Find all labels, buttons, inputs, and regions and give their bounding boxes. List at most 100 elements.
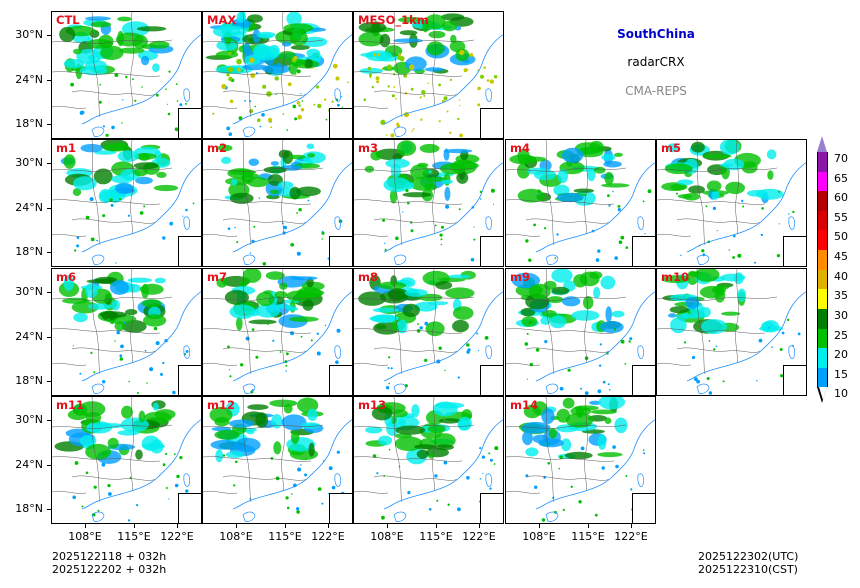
lat-label: 30°N (15, 285, 43, 298)
map-panel-m14: m14 (505, 396, 656, 524)
colorbar-segment (817, 289, 828, 309)
colorbar-label: 40 (834, 269, 848, 283)
south-china-sea-inset (329, 236, 352, 266)
init-line-2: 2025122202 + 032h (52, 563, 167, 576)
lat-tick (47, 35, 51, 36)
map-canvas (52, 397, 201, 522)
colorbar-label: 25 (834, 328, 848, 342)
map-panel-m11: m11 (51, 396, 202, 524)
map-canvas (354, 269, 503, 394)
colorbar-label: 30 (834, 308, 848, 322)
lon-label: 122°E (614, 530, 648, 543)
colorbar-label: 45 (834, 250, 848, 264)
map-panel-m2: m2 (202, 139, 353, 267)
colorbar-extend-top (817, 136, 827, 152)
lon-tick (285, 524, 286, 528)
map-canvas (506, 269, 655, 395)
valid-time-utc: 2025122302(UTC) (698, 550, 799, 563)
lat-label: 18°N (15, 245, 43, 258)
map-canvas (203, 397, 352, 522)
lon-tick (436, 524, 437, 528)
south-china-sea-inset (783, 365, 806, 395)
south-china-sea-inset (480, 108, 503, 138)
map-canvas (52, 269, 201, 395)
map-panel-m5: m5 (656, 139, 807, 267)
colorbar-segment (817, 269, 828, 290)
colorbar-segment (817, 308, 828, 329)
south-china-sea-inset (178, 365, 201, 395)
lat-label: 24°N (15, 73, 43, 86)
south-china-sea-inset (632, 365, 655, 395)
lat-tick (47, 292, 51, 293)
map-panel-m4: m4 (505, 139, 656, 267)
lat-tick (47, 80, 51, 81)
colorbar-segment (817, 171, 828, 192)
colorbar-label: 65 (834, 171, 848, 185)
south-china-sea-inset (178, 236, 201, 266)
panel-label: m12 (207, 398, 235, 412)
lat-label: 18°N (15, 117, 43, 130)
lon-label: 115°E (117, 530, 151, 543)
lat-tick (47, 252, 51, 253)
colorbar-segment (817, 250, 828, 270)
map-canvas (52, 140, 201, 265)
lon-tick (588, 524, 589, 528)
lon-label: 115°E (419, 530, 453, 543)
lon-tick (479, 524, 480, 528)
map-canvas (657, 140, 806, 265)
map-canvas (203, 12, 352, 137)
init-line-1: 2025122118 + 032h (52, 550, 167, 563)
lon-label: 115°E (268, 530, 302, 543)
lon-tick (85, 524, 86, 528)
south-china-sea-inset (632, 493, 655, 523)
south-china-sea-inset (178, 108, 201, 138)
lat-label: 30°N (15, 28, 43, 41)
colorbar-segment (817, 191, 828, 211)
map-panel-max: MAX (202, 11, 353, 139)
lon-tick (177, 524, 178, 528)
panel-label: m3 (358, 141, 378, 155)
map-panel-m9: m9 (505, 268, 656, 396)
colorbar-segment (817, 328, 828, 349)
valid-time-info: 2025122302(UTC) 2025122310(CST) (698, 550, 798, 576)
panel-label: m13 (358, 398, 386, 412)
south-china-sea-inset (178, 493, 201, 523)
panel-label: m8 (358, 270, 378, 284)
valid-time-cst: 2025122310(CST) (698, 563, 798, 576)
map-canvas (203, 140, 352, 266)
panel-label: m2 (207, 141, 227, 155)
lat-tick (47, 465, 51, 466)
panel-label: m10 (661, 270, 689, 284)
region-title: SouthChina (617, 27, 695, 41)
south-china-sea-inset (329, 365, 352, 395)
map-panel-m7: m7 (202, 268, 353, 396)
map-canvas (354, 140, 503, 265)
panel-label: m1 (56, 141, 76, 155)
colorbar-label: 70 (834, 152, 848, 165)
lon-tick (328, 524, 329, 528)
colorbar-segment (817, 367, 828, 388)
lat-label: 24°N (15, 458, 43, 471)
lat-label: 18°N (15, 374, 43, 387)
map-canvas (203, 269, 352, 395)
lon-label: 122°E (311, 530, 345, 543)
lon-tick (236, 524, 237, 528)
lon-label: 122°E (462, 530, 496, 543)
map-panel-m13: m13 (353, 396, 504, 524)
panel-label: CTL (56, 13, 80, 27)
map-panel-ctl: CTL (51, 11, 202, 139)
lon-label: 108°E (219, 530, 253, 543)
south-china-sea-inset (783, 236, 806, 266)
south-china-sea-inset (329, 493, 352, 523)
panel-label: m7 (207, 270, 227, 284)
south-china-sea-inset (329, 108, 352, 138)
lat-label: 18°N (15, 502, 43, 515)
model-title: CMA-REPS (625, 84, 687, 98)
map-canvas (506, 140, 655, 265)
south-china-sea-inset (480, 236, 503, 266)
map-panel-m8: m8 (353, 268, 504, 396)
colorbar-extend-bottom-fill (818, 387, 827, 401)
colorbar-segment (817, 152, 828, 172)
panel-label: m6 (56, 270, 76, 284)
lat-label: 30°N (15, 413, 43, 426)
